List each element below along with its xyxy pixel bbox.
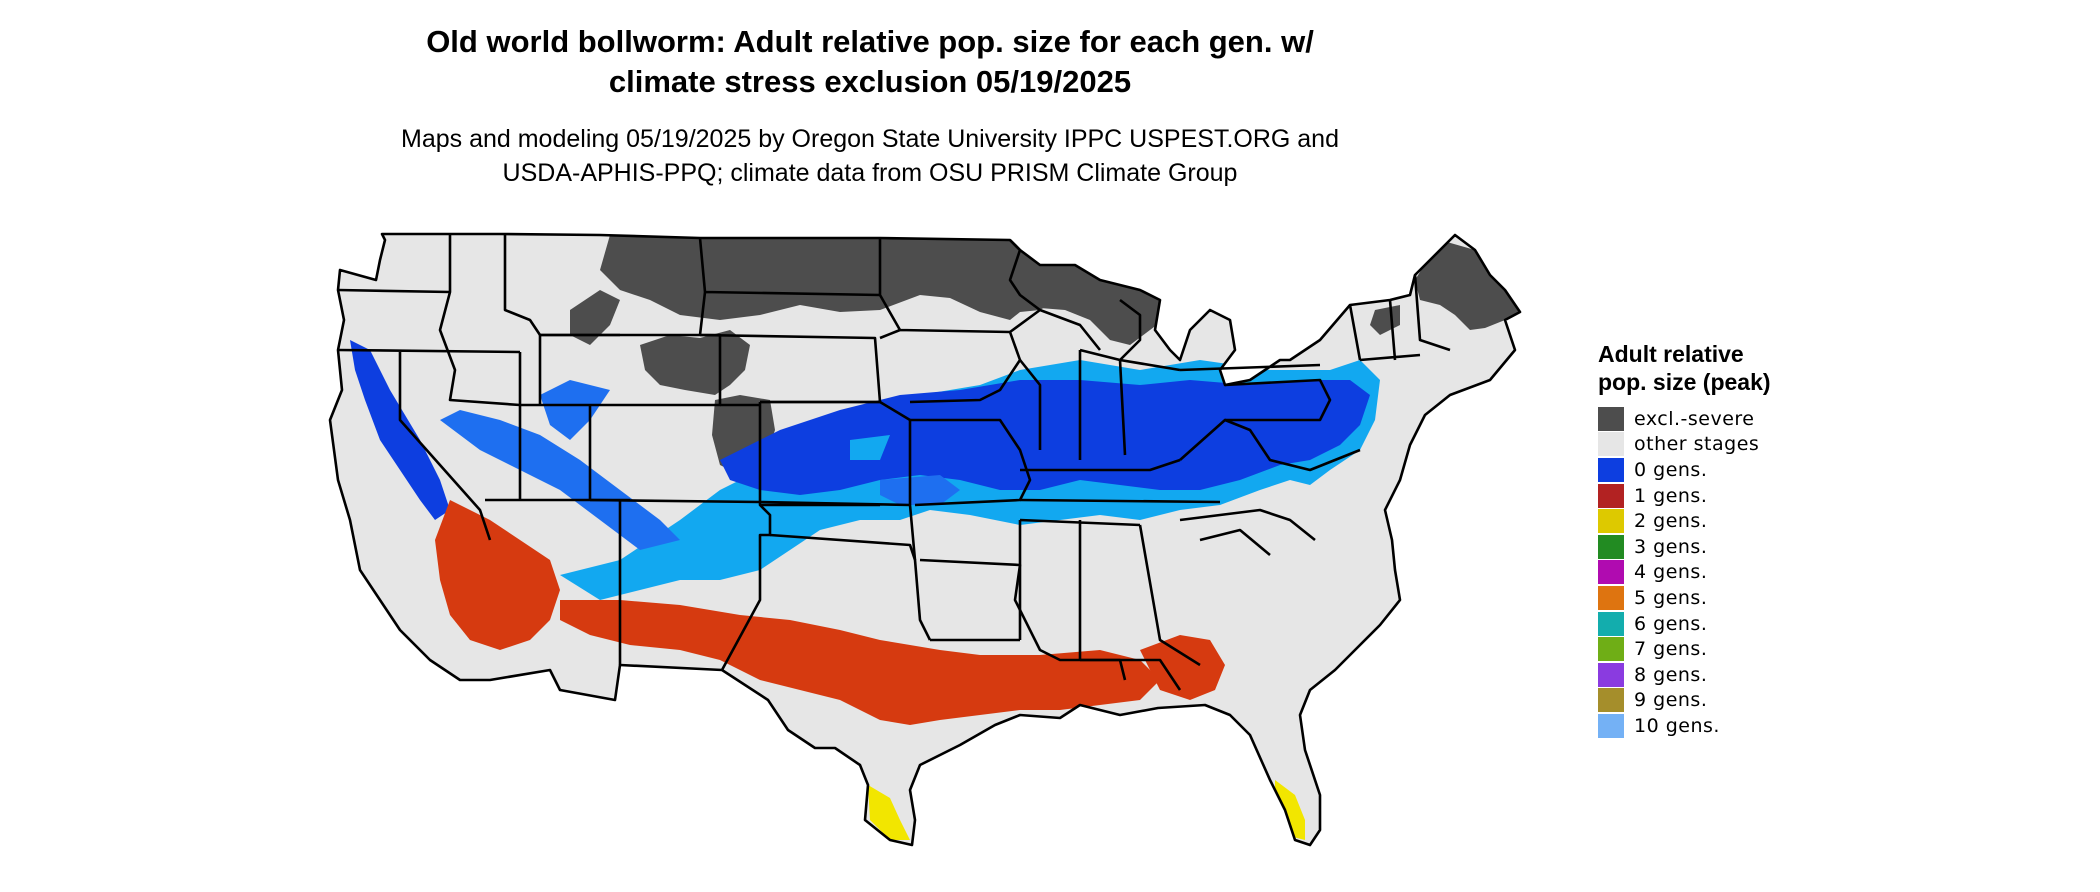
legend-label: 3 gens. (1634, 535, 1708, 558)
subtitle-line-1: Maps and modeling 05/19/2025 by Oregon S… (401, 125, 1339, 153)
legend-label: other stages (1634, 433, 1760, 456)
legend-swatch (1598, 611, 1624, 636)
legend-item: other stages (1598, 432, 1848, 458)
legend-swatch (1598, 662, 1624, 687)
legend-label: 0 gens. (1634, 458, 1708, 481)
map-subtitle: Maps and modeling 05/19/2025 by Oregon S… (370, 122, 1370, 190)
legend: Adult relative pop. size (peak) excl.-se… (1598, 340, 1848, 739)
legend-swatch (1598, 457, 1624, 482)
zero-gen-tennessee (880, 475, 960, 505)
excluded-wyoming (640, 330, 750, 395)
title-line-1: Old world bollworm: Adult relative pop. … (426, 24, 1314, 59)
legend-item: 0 gens. (1598, 457, 1848, 483)
excluded-new-england (1415, 240, 1520, 330)
legend-item: 1 gens. (1598, 483, 1848, 509)
legend-title: Adult relative pop. size (peak) (1598, 341, 1771, 395)
legend-swatch (1598, 483, 1624, 508)
legend-swatch (1598, 688, 1624, 713)
excluded-idaho-montana (570, 290, 620, 345)
legend-swatch (1598, 560, 1624, 585)
legend-item: 6 gens. (1598, 611, 1848, 637)
subtitle-line-2: USDA-APHIS-PPQ; climate data from OSU PR… (502, 159, 1238, 187)
legend-items: excl.-severe other stages 0 gens. 1 gens. 2 … (1598, 406, 1848, 739)
legend-item: 4 gens. (1598, 560, 1848, 586)
legend-label: excl.-severe (1634, 407, 1755, 430)
legend-swatch (1598, 534, 1624, 559)
one-gen-southwest-desert (435, 500, 560, 650)
legend-label: 1 gens. (1634, 484, 1708, 507)
legend-label: 8 gens. (1634, 663, 1708, 686)
legend-item: excl.-severe (1598, 406, 1848, 432)
legend-swatch (1598, 406, 1624, 431)
legend-label: 4 gens. (1634, 561, 1708, 584)
zero-gen-southern-rockies (540, 380, 610, 440)
one-gen-southeast-coast (1140, 635, 1225, 700)
legend-label: 10 gens. (1634, 714, 1720, 737)
legend-swatch (1598, 432, 1624, 457)
map-title: Old world bollworm: Adult relative pop. … (370, 22, 1370, 102)
legend-item: 7 gens. (1598, 636, 1848, 662)
state-borders (328, 232, 1522, 847)
zero-gen-west-coast (350, 340, 450, 520)
legend-label: 6 gens. (1634, 612, 1708, 635)
zero-gen-dark-core (720, 380, 1370, 495)
two-gen-south-texas (868, 785, 910, 840)
legend-swatch (1598, 713, 1624, 738)
us-map (328, 232, 1522, 847)
legend-label: 5 gens. (1634, 586, 1708, 609)
legend-swatch (1598, 509, 1624, 534)
legend-item: 5 gens. (1598, 585, 1848, 611)
legend-swatch (1598, 585, 1624, 610)
legend-item: 10 gens. (1598, 713, 1848, 739)
legend-item: 8 gens. (1598, 662, 1848, 688)
excluded-great-lakes (1020, 250, 1175, 345)
legend-item: 2 gens. (1598, 508, 1848, 534)
title-line-2: climate stress exclusion 05/19/2025 (608, 64, 1132, 99)
legend-item: 3 gens. (1598, 534, 1848, 560)
legend-label: 9 gens. (1634, 689, 1708, 712)
legend-label: 2 gens. (1634, 510, 1708, 533)
excluded-north-region (600, 235, 1100, 320)
legend-label: 7 gens. (1634, 638, 1708, 661)
zero-gen-appalachian (850, 435, 890, 460)
legend-swatch (1598, 637, 1624, 662)
one-gen-gulf-coast (560, 600, 1160, 725)
legend-item: 9 gens. (1598, 688, 1848, 714)
